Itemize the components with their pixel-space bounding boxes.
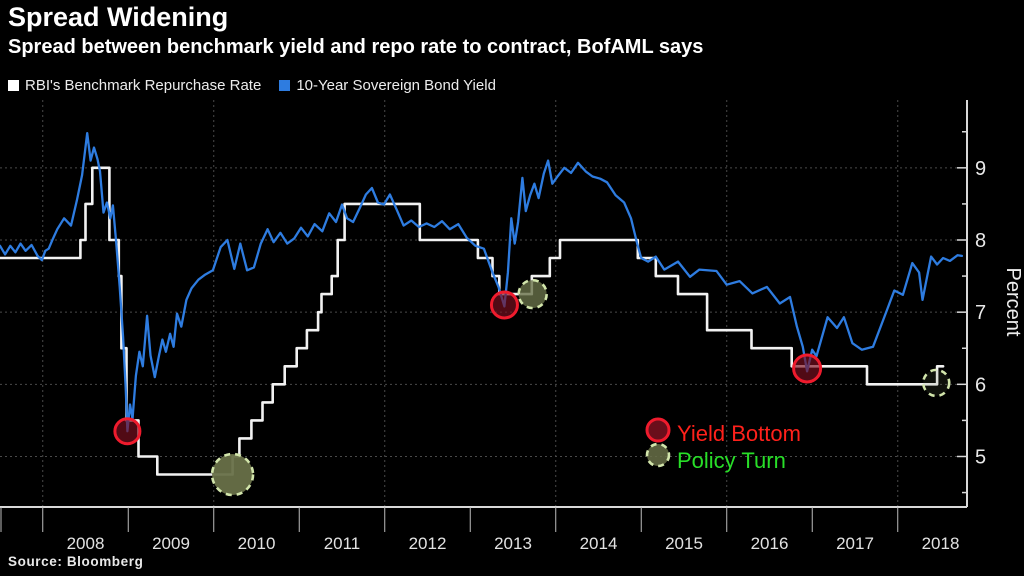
plot-layer: 5 6 7 8 9 2008 2009 2010 2011 2012 2013 2014 2015 201… xyxy=(0,100,986,553)
x-year-label: 2016 xyxy=(751,534,789,553)
yield-bottom-marker xyxy=(489,290,519,320)
x-year-label: 2008 xyxy=(67,534,105,553)
y-tick-label: 7 xyxy=(975,302,986,324)
x-year-label: 2011 xyxy=(324,534,361,553)
policy-turn-marker xyxy=(210,452,255,497)
x-year-label: 2014 xyxy=(580,534,618,553)
series-legend: RBI's Benchmark Repurchase Rate 10-Year … xyxy=(8,77,514,94)
y-tick-label: 9 xyxy=(975,158,986,180)
y-axis-title: Percent xyxy=(1002,268,1024,337)
bond-yield-swatch xyxy=(279,80,291,91)
bond-yield-line xyxy=(0,132,964,433)
legend-label-bond-yield: 10-Year Sovereign Bond Yield xyxy=(296,77,496,94)
policy-turn-marker xyxy=(921,368,951,398)
repo-rate-line xyxy=(0,166,945,476)
page-subtitle: Spread between benchmark yield and repo … xyxy=(8,36,704,58)
legend-item-repo-rate: RBI's Benchmark Repurchase Rate xyxy=(8,77,261,94)
y-tick-label: 8 xyxy=(975,230,986,252)
legend-label-repo-rate: RBI's Benchmark Repurchase Rate xyxy=(25,77,262,94)
legend-item-bond-yield: 10-Year Sovereign Bond Yield xyxy=(279,77,496,94)
y-tick-label: 6 xyxy=(975,374,986,396)
y-tick-label: 5 xyxy=(975,446,986,468)
x-year-label: 2017 xyxy=(836,534,874,553)
yield-bottom-marker xyxy=(792,353,823,384)
x-year-label: 2013 xyxy=(494,534,532,553)
x-year-label: 2009 xyxy=(152,534,190,553)
x-year-label: 2010 xyxy=(238,534,276,553)
yield-bottom-marker xyxy=(113,417,142,446)
yield-bottom-legend-label: Yield Bottom xyxy=(677,421,801,446)
source-note: Source: Bloomberg xyxy=(8,554,144,569)
policy-turn-marker xyxy=(517,278,548,310)
yield-bottom-legend-marker xyxy=(645,417,671,443)
repo-rate-swatch xyxy=(8,80,19,91)
policy-turn-legend-label: Policy Turn xyxy=(677,448,786,473)
policy-turn-legend-marker xyxy=(645,442,671,468)
x-year-label: 2015 xyxy=(665,534,703,553)
x-year-label: 2018 xyxy=(922,534,960,553)
page-title: Spread Widening xyxy=(8,2,229,32)
x-year-label: 2012 xyxy=(409,534,447,553)
